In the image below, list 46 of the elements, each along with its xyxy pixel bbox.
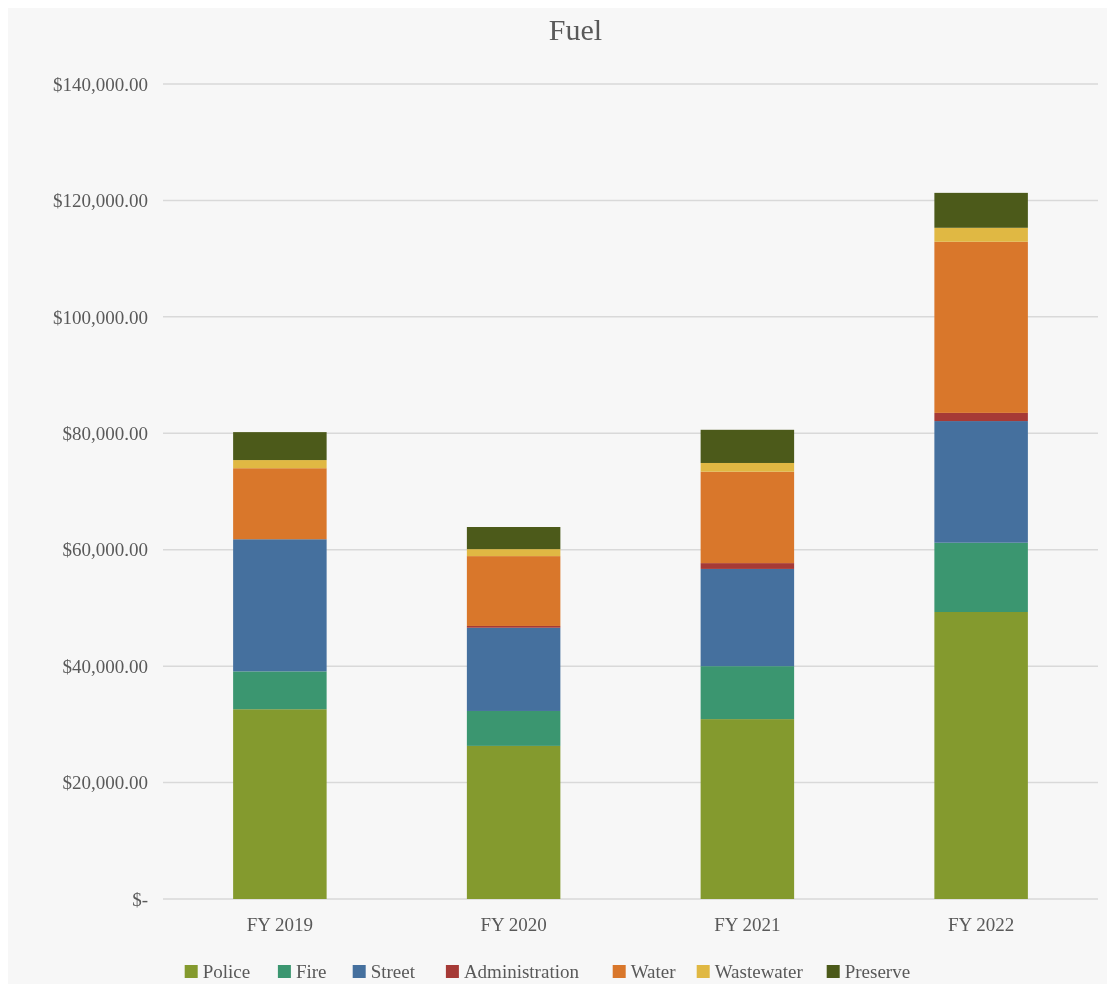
chart-title: Fuel xyxy=(548,13,603,46)
x-tick-label: FY 2019 xyxy=(246,914,314,935)
bar xyxy=(934,227,1028,242)
bar xyxy=(934,421,1028,543)
legend-label: Preserve xyxy=(844,961,911,982)
bar xyxy=(466,527,561,550)
bar xyxy=(233,709,327,899)
bar xyxy=(466,745,561,899)
legend-label: Water xyxy=(630,961,677,982)
bar xyxy=(700,462,795,472)
y-tick-label: $40,000.00 xyxy=(62,655,148,677)
y-tick-label: $20,000.00 xyxy=(62,772,148,794)
bar xyxy=(700,666,795,720)
bar xyxy=(700,719,795,899)
bar xyxy=(934,612,1028,899)
bar xyxy=(466,549,561,557)
y-tick-label: $120,000.00 xyxy=(53,190,148,212)
x-tick-label: FY 2020 xyxy=(480,914,547,935)
legend-label: Fire xyxy=(295,961,327,982)
bar xyxy=(700,568,795,667)
legend-label: Wastewater xyxy=(714,961,804,982)
y-tick-label: $100,000.00 xyxy=(53,306,148,328)
y-tick-label: $140,000.00 xyxy=(53,73,148,95)
y-tick-label: $- xyxy=(132,888,148,910)
bar xyxy=(233,468,327,540)
bar xyxy=(233,432,327,461)
x-tick-label: FY 2022 xyxy=(947,914,1015,935)
bar xyxy=(700,471,795,564)
bar xyxy=(700,563,795,569)
bar xyxy=(934,542,1028,612)
legend-label: Street xyxy=(370,961,416,982)
legend-label: Police xyxy=(202,961,251,982)
bar xyxy=(233,671,327,710)
bar xyxy=(700,429,795,463)
bar xyxy=(934,241,1028,413)
y-tick-label: $60,000.00 xyxy=(62,539,148,561)
x-tick-label: FY 2021 xyxy=(714,914,781,935)
bar xyxy=(934,412,1028,422)
bar xyxy=(466,627,561,711)
bar xyxy=(466,556,561,626)
bar xyxy=(233,460,327,469)
bar xyxy=(934,192,1028,228)
y-tick-label: $80,000.00 xyxy=(62,422,148,444)
bar xyxy=(466,710,561,746)
legend-label: Administration xyxy=(463,961,580,982)
bar xyxy=(233,539,327,672)
